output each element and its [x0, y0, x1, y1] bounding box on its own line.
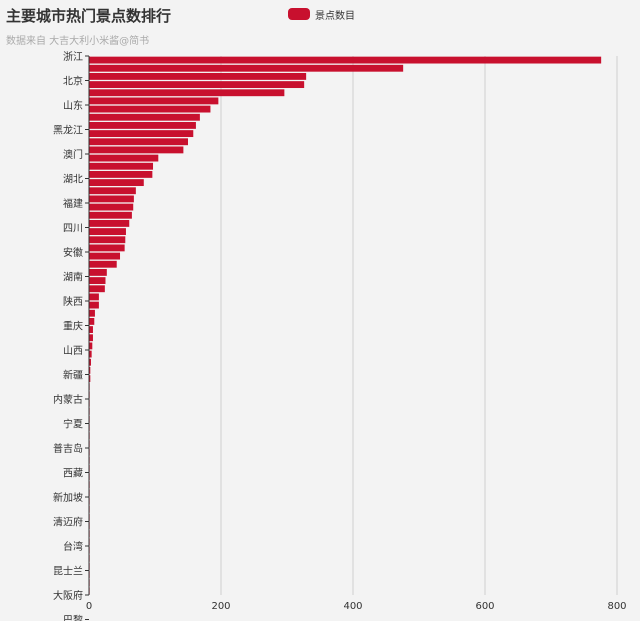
bar	[89, 342, 93, 350]
y-tick-label: 山东	[63, 99, 83, 112]
bar	[89, 293, 99, 301]
bar	[89, 326, 93, 334]
bar	[89, 89, 285, 97]
bar	[89, 64, 404, 72]
bar	[89, 113, 200, 121]
bar	[89, 375, 91, 383]
legend-swatch	[288, 8, 310, 20]
bar	[89, 277, 106, 285]
bar	[89, 309, 95, 317]
bar	[89, 56, 602, 64]
y-tick-label: 北京	[63, 75, 83, 88]
legend-label: 景点数目	[315, 10, 355, 22]
bar	[89, 154, 159, 162]
y-tick-label: 山西	[63, 345, 83, 357]
y-tick-label: 内蒙古	[53, 393, 83, 406]
bar	[89, 72, 307, 80]
bar	[89, 146, 184, 154]
bar	[89, 236, 126, 244]
bar	[89, 301, 99, 309]
bar	[89, 366, 91, 374]
bar	[89, 121, 196, 129]
bar	[89, 252, 121, 260]
y-tick-label: 昆士兰	[53, 565, 83, 578]
y-tick-label: 新疆	[63, 369, 83, 382]
chart-subtitle: 数据来自 大吉大利小米酱@简书	[6, 36, 150, 47]
bar	[89, 350, 92, 358]
y-tick-label: 澳门	[63, 148, 83, 161]
x-tick-label: 600	[475, 601, 494, 612]
bar	[89, 334, 93, 342]
bar	[89, 162, 154, 170]
x-tick-label: 400	[343, 601, 362, 612]
y-tick-label: 西藏	[63, 468, 83, 480]
bar	[89, 211, 132, 219]
x-tick-label: 0	[86, 601, 92, 612]
bar	[89, 170, 153, 178]
bar	[89, 187, 136, 195]
bar	[89, 219, 130, 227]
bar	[89, 358, 91, 366]
bar	[89, 268, 107, 276]
y-tick-label: 福建	[63, 197, 83, 210]
y-tick-label: 安徽	[63, 246, 83, 259]
bar	[89, 81, 305, 89]
x-tick-label: 800	[607, 601, 626, 612]
bar	[89, 317, 95, 325]
y-tick-label: 新加坡	[53, 491, 83, 504]
bar	[89, 260, 117, 268]
bar	[89, 203, 134, 211]
bar	[89, 244, 125, 252]
bar	[89, 285, 105, 293]
y-tick-label: 清迈府	[53, 516, 83, 529]
y-tick-label: 台湾	[63, 540, 83, 553]
y-tick-label: 重庆	[63, 320, 83, 333]
y-tick-label: 四川	[63, 224, 83, 235]
y-tick-label: 湖北	[63, 174, 83, 186]
y-tick-label: 巴黎	[63, 614, 83, 621]
bar	[89, 105, 211, 113]
bar	[89, 130, 194, 138]
y-tick-label: 普吉岛	[53, 442, 83, 455]
bar	[89, 195, 134, 203]
bar	[89, 228, 126, 236]
chart-title: 主要城市热门景点数排行	[6, 7, 172, 25]
legend[interactable]: 景点数目	[288, 7, 355, 22]
y-tick-label: 大阪府	[53, 589, 83, 602]
y-tick-label: 宁夏	[63, 418, 83, 431]
y-tick-label: 湖南	[63, 271, 83, 284]
y-tick-label: 陕西	[63, 295, 83, 308]
y-tick-label: 浙江	[63, 51, 83, 63]
y-tick-label: 黑龙江	[53, 124, 83, 137]
bar	[89, 179, 144, 187]
bar	[89, 138, 188, 146]
x-tick-label: 200	[211, 601, 230, 612]
bar	[89, 97, 219, 105]
